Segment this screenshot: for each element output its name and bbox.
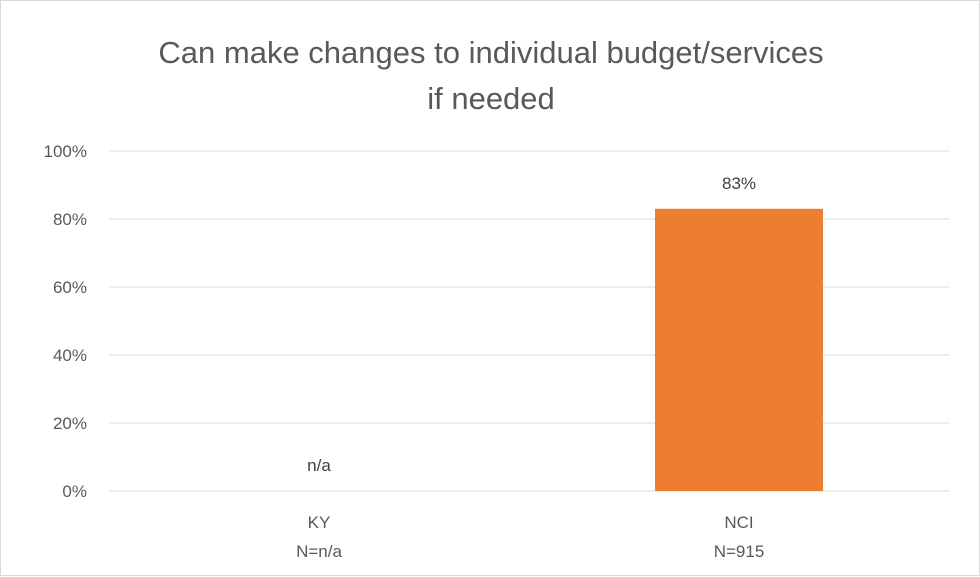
x-category-label: NCI [724,513,753,532]
data-label: 83% [722,174,756,193]
x-category-sample-size: N=915 [714,542,765,561]
bars [655,208,823,492]
y-tick-label: 40% [53,346,87,365]
chart-title-line-1: Can make changes to individual budget/se… [158,35,823,70]
y-tick-label: 60% [53,278,87,297]
bar [655,208,823,492]
y-axis: 0% 20% 40% 60% 80% 100% [44,142,87,501]
data-label: n/a [307,456,331,475]
x-axis: KY N=n/a NCI N=915 [296,513,764,561]
y-tick-label: 100% [44,142,87,161]
x-category-label: KY [308,513,331,532]
y-tick-label: 80% [53,210,87,229]
x-category-sample-size: N=n/a [296,542,342,561]
data-labels: n/a 83% [307,174,756,475]
y-tick-label: 20% [53,414,87,433]
y-tick-label: 0% [62,482,87,501]
chart-title-line-2: if needed [427,81,555,116]
